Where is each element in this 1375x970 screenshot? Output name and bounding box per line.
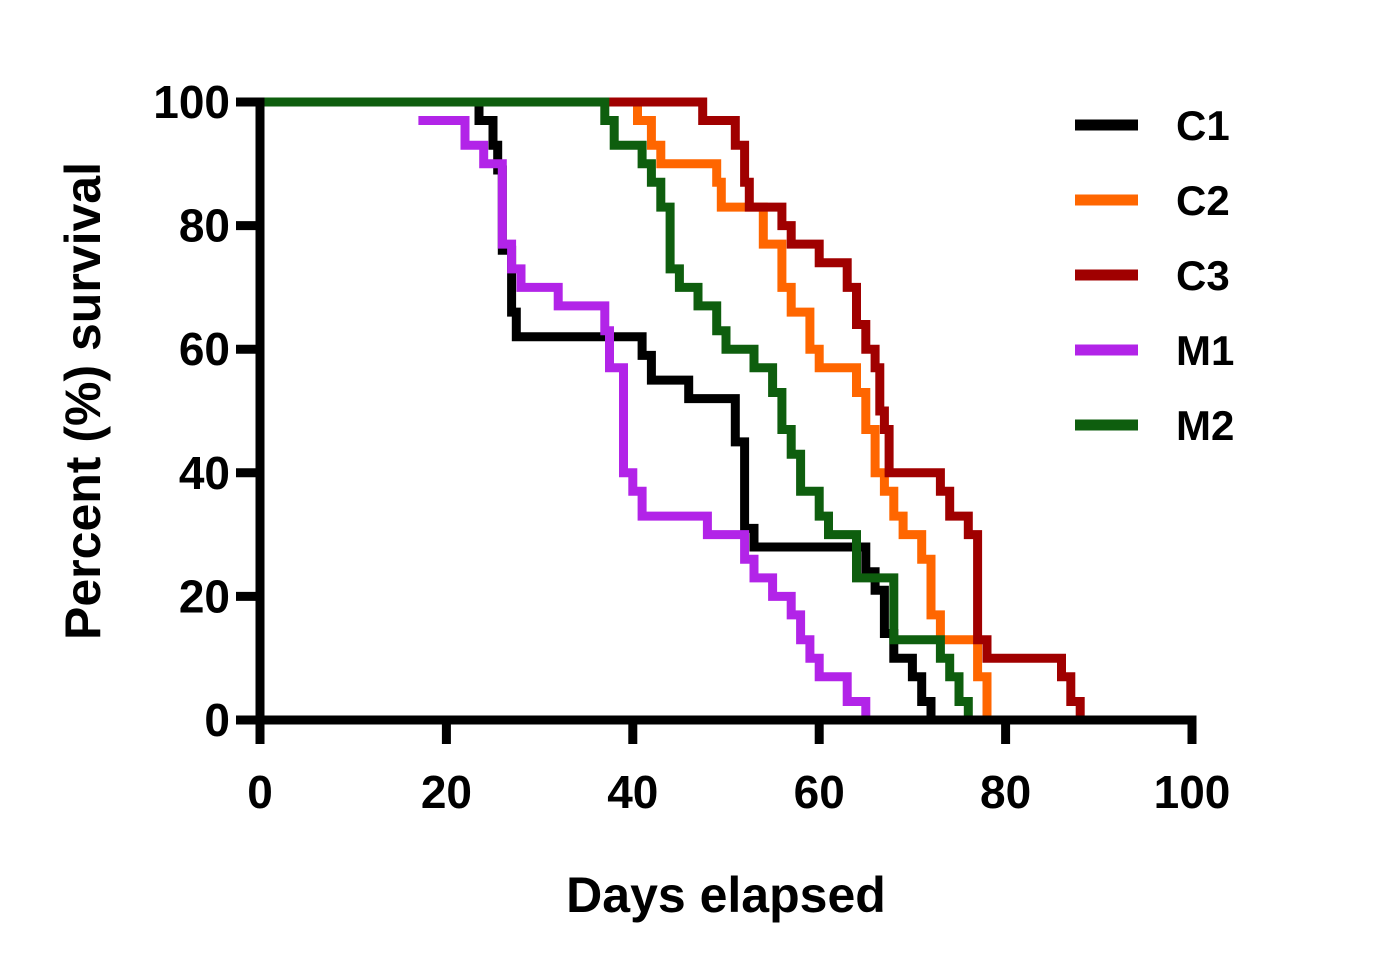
legend-label: C3 bbox=[1176, 252, 1230, 299]
series-line-c3 bbox=[260, 97, 1192, 725]
x-tick-label: 40 bbox=[607, 766, 658, 818]
y-tick-label: 60 bbox=[179, 323, 230, 375]
x-axis-title: Days elapsed bbox=[566, 867, 886, 923]
x-tick-label: 0 bbox=[247, 766, 273, 818]
y-tick-label: 40 bbox=[179, 447, 230, 499]
legend-item-c2: C2 bbox=[1075, 177, 1230, 224]
series-line-m2 bbox=[260, 97, 978, 725]
y-tick-label: 20 bbox=[179, 570, 230, 622]
x-tick-label: 80 bbox=[980, 766, 1031, 818]
series-line-m1 bbox=[418, 116, 876, 725]
y-axis-title: Percent (%) survival bbox=[55, 162, 111, 640]
axes bbox=[255, 97, 1197, 725]
legend: C1 C2 C3 M1 M2 bbox=[1075, 102, 1234, 449]
x-tick-label: 100 bbox=[1154, 766, 1231, 818]
x-tick-label: 60 bbox=[794, 766, 845, 818]
survival-curves bbox=[260, 97, 1192, 725]
y-ticks: 0 20 40 60 80 100 bbox=[153, 76, 260, 746]
series-line-c1 bbox=[260, 97, 1192, 725]
y-tick-label: 80 bbox=[179, 200, 230, 252]
y-tick-label: 100 bbox=[153, 76, 230, 128]
legend-item-c1: C1 bbox=[1075, 102, 1230, 149]
legend-label: C2 bbox=[1176, 177, 1230, 224]
series-line-c2 bbox=[260, 97, 1192, 725]
x-tick-label: 20 bbox=[421, 766, 472, 818]
legend-label: M1 bbox=[1176, 327, 1234, 374]
legend-label: M2 bbox=[1176, 402, 1234, 449]
legend-item-m2: M2 bbox=[1075, 402, 1234, 449]
legend-item-m1: M1 bbox=[1075, 327, 1234, 374]
y-tick-label: 0 bbox=[204, 694, 230, 746]
legend-item-c3: C3 bbox=[1075, 252, 1230, 299]
x-ticks: 0 20 40 60 80 100 bbox=[247, 720, 1230, 818]
legend-label: C1 bbox=[1176, 102, 1230, 149]
